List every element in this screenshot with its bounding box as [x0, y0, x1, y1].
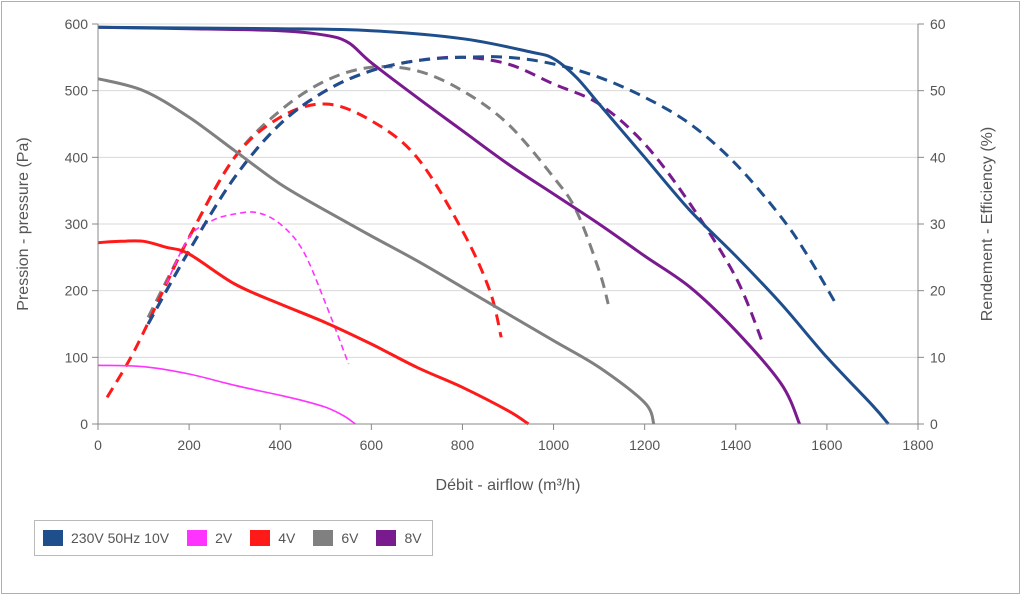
y-axis-title-right: Rendement - Efficiency (%): [979, 127, 996, 321]
pressure-line-2v: [97, 364, 356, 425]
y-right-tick-label: 60: [930, 16, 946, 32]
x-tick-label: 200: [177, 437, 201, 453]
efficiency-line-6v: [146, 65, 610, 318]
y-right-tick-label: 10: [930, 349, 946, 365]
grid: [98, 23, 918, 425]
y-tick-label: 0: [80, 416, 88, 432]
y-right-tick-label: 40: [930, 149, 946, 165]
y-tick-label: 500: [65, 83, 89, 99]
y-tick-label: 400: [65, 149, 89, 165]
x-tick-label: 400: [269, 437, 293, 453]
legend-label: 4V: [278, 530, 296, 546]
pressure-line-230v-50hz-10v: [97, 25, 890, 425]
y-tick-label: 200: [65, 283, 89, 299]
efficiency-line-230v-50hz-10v: [146, 55, 838, 325]
x-tick-label: 1600: [811, 437, 842, 453]
efficiency-line-4v: [105, 102, 503, 399]
x-tick-label: 600: [360, 437, 384, 453]
legend-item: 230V 50Hz 10V: [43, 530, 169, 546]
efficiency-line-8v: [146, 55, 765, 345]
pressure-line-4v: [97, 239, 530, 426]
pressure-line-6v: [97, 77, 656, 425]
y-right-tick-label: 30: [930, 216, 946, 232]
y-axis-title-left: Pression - pressure (Pa): [15, 137, 32, 310]
legend-item: 2V: [187, 530, 232, 546]
legend-label: 6V: [341, 530, 359, 546]
x-tick-label: 1400: [720, 437, 751, 453]
x-tick-label: 1200: [629, 437, 660, 453]
y-tick-label: 600: [65, 16, 89, 32]
y-tick-label: 300: [65, 216, 89, 232]
legend-swatch: [43, 530, 63, 546]
legend-label: 8V: [404, 530, 422, 546]
y-right-tick-label: 0: [930, 416, 938, 432]
series-layer: [97, 25, 890, 426]
x-tick-label: 1000: [538, 437, 569, 453]
legend-label: 2V: [215, 530, 233, 546]
x-tick-label: 800: [451, 437, 475, 453]
x-tick-label: 1800: [902, 437, 933, 453]
legend: 230V 50Hz 10V 2V 4V 6V 8V: [34, 520, 433, 556]
legend-swatch: [187, 530, 208, 546]
legend-item: 8V: [376, 530, 422, 546]
x-axis-title: Débit - airflow (m³/h): [436, 477, 581, 494]
x-tick-label: 0: [94, 437, 102, 453]
legend-item: 4V: [250, 530, 295, 546]
legend-label: 230V 50Hz 10V: [71, 530, 170, 546]
legend-swatch: [250, 530, 271, 546]
legend-swatch: [313, 530, 334, 546]
efficiency-line-2v: [165, 211, 350, 365]
legend-swatch: [376, 530, 397, 546]
y-tick-label: 100: [65, 349, 89, 365]
pressure-line-8v: [97, 25, 801, 425]
y-right-tick-label: 20: [930, 283, 946, 299]
y-right-tick-label: 50: [930, 83, 946, 99]
legend-item: 6V: [313, 530, 358, 546]
